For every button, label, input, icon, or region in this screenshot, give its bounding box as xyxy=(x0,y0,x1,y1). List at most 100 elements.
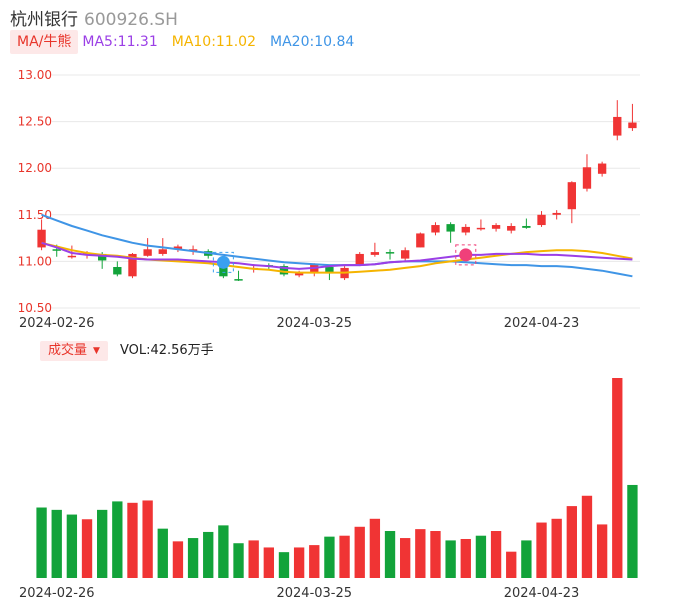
volume-bar-down xyxy=(521,540,532,578)
candle-up xyxy=(567,181,576,224)
candle-body xyxy=(552,212,561,215)
candle-down xyxy=(113,261,122,277)
candle-up xyxy=(491,223,501,232)
candle-body xyxy=(279,266,289,275)
candle-body xyxy=(143,249,152,256)
volume-bar-down xyxy=(51,509,62,578)
volume-bar-up xyxy=(490,531,502,578)
volume-bar-up xyxy=(581,495,593,578)
volume-bar-down xyxy=(203,531,214,578)
candle-body xyxy=(37,229,46,248)
candle-body xyxy=(416,233,425,248)
volume-bar-down xyxy=(278,552,290,578)
volume-selector-button[interactable]: 成交量 ▼ xyxy=(40,341,108,361)
volume-bar-up xyxy=(400,538,411,578)
signal-frame xyxy=(212,251,234,273)
candle-body xyxy=(158,249,167,254)
candle-up xyxy=(143,238,152,257)
ma-selector-button[interactable]: MA/牛熊 xyxy=(10,30,79,54)
candle-up xyxy=(476,219,486,231)
volume-bar-down xyxy=(233,543,244,578)
candle-up xyxy=(355,252,364,267)
candle-up xyxy=(401,247,410,261)
x-tick-label: 2024-02-26 xyxy=(19,316,95,331)
volume-bar-up xyxy=(596,524,608,578)
candle-body xyxy=(67,255,77,258)
candle-up xyxy=(507,223,516,234)
volume-bar-up xyxy=(415,529,426,578)
volume-bar-up xyxy=(506,551,517,578)
candle-body xyxy=(507,225,516,231)
volume-bar-up xyxy=(430,531,441,578)
volume-bar-up xyxy=(551,518,562,578)
candle-up xyxy=(416,232,425,248)
volume-bar-down xyxy=(627,484,638,578)
candle-body xyxy=(567,182,576,210)
candle-body xyxy=(355,253,364,265)
volume-bar-up xyxy=(566,506,577,578)
candle-body xyxy=(385,252,395,254)
volume-bar-down xyxy=(187,538,199,578)
signal-dot xyxy=(216,255,230,269)
volume-bar-up xyxy=(612,378,623,578)
y-tick-label: 10.50 xyxy=(18,301,52,315)
volume-bar-down xyxy=(66,514,78,578)
volume-bar-down xyxy=(157,528,168,578)
volume-bar-up xyxy=(142,500,153,578)
signal-frame xyxy=(455,244,477,266)
ma5-line xyxy=(41,241,633,270)
volume-bar-up xyxy=(309,545,320,578)
volume-bar-up xyxy=(127,502,138,578)
candle-body xyxy=(294,273,304,276)
volume-value: VOL:42.56万手 xyxy=(119,343,214,358)
volume-bar-up xyxy=(369,518,381,578)
volume-selector-label: 成交量 xyxy=(48,343,88,358)
x-tick-label: 2024-03-25 xyxy=(276,316,352,331)
stock-name: 杭州银行 xyxy=(10,10,78,30)
volume-bar-up xyxy=(248,540,259,578)
candle-body xyxy=(476,227,486,230)
candle-body xyxy=(113,266,122,275)
candle-body xyxy=(128,253,137,277)
stock-code: 600926.SH xyxy=(84,10,178,30)
volume-bar-up xyxy=(339,535,350,578)
candle-body xyxy=(537,214,546,226)
candle-down xyxy=(522,218,531,229)
ma5-legend: MA5:11.31 xyxy=(82,34,158,50)
candle-body xyxy=(461,226,470,233)
volume-bar-down xyxy=(445,540,456,578)
volume-x-tick-label: 2024-03-25 xyxy=(276,586,352,601)
candle-up xyxy=(597,161,607,177)
candle-body xyxy=(401,250,410,259)
stock-title: 杭州银行 600926.SH xyxy=(10,5,178,30)
volume-bar-up xyxy=(172,541,184,578)
volume-bar-down xyxy=(218,525,229,578)
volume-legend: 成交量 ▼ VOL:42.56万手 xyxy=(40,341,214,361)
candle-body xyxy=(52,249,61,251)
volume-bar-down xyxy=(384,531,396,578)
candle-body xyxy=(491,225,501,229)
volume-bar-up xyxy=(293,547,305,578)
candle-down xyxy=(385,249,395,260)
candle-up xyxy=(461,224,470,236)
x-tick-label: 2024-04-23 xyxy=(504,316,580,331)
volume-bar-up xyxy=(354,526,365,578)
volume-bar-up xyxy=(536,522,547,578)
candle-body xyxy=(98,253,107,261)
y-tick-label: 13.00 xyxy=(18,68,52,82)
ma20-legend: MA20:10.84 xyxy=(270,34,355,50)
y-tick-label: 11.50 xyxy=(18,208,52,222)
candle-up xyxy=(613,100,622,141)
candle-up xyxy=(628,103,637,131)
candle-body xyxy=(446,224,455,232)
candle-body xyxy=(173,246,183,250)
candle-down xyxy=(234,270,243,281)
ma-legend: MA/牛熊 MA5:11.31 MA10:11.02 MA20:10.84 xyxy=(10,30,368,54)
candle-down xyxy=(446,222,455,243)
candle-body xyxy=(234,279,243,281)
volume-bar-down xyxy=(36,507,47,578)
bear-signal-icon xyxy=(212,251,234,273)
candle-up xyxy=(370,242,380,257)
signal-dot xyxy=(459,248,473,262)
